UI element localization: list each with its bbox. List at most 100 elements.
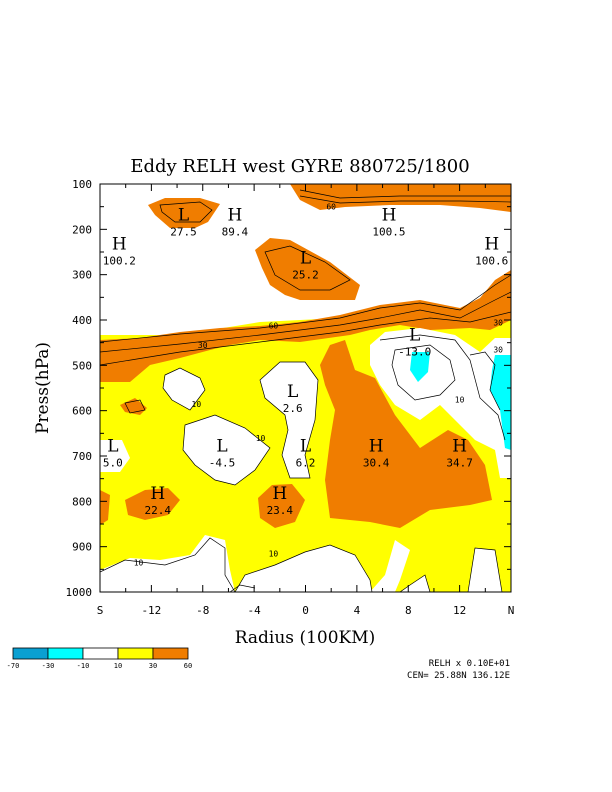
- contour-value-label: 10: [134, 559, 144, 568]
- colorbar-swatch: [47, 647, 84, 660]
- x-tick-label: 8: [405, 604, 412, 617]
- high-marker: H: [150, 484, 165, 504]
- x-tick-label: -4: [248, 604, 262, 617]
- contour-value-label: 10: [455, 395, 465, 404]
- white-region-bottom-2: [235, 545, 372, 592]
- low-marker: L: [300, 436, 311, 456]
- extremum-value: 5.0: [103, 456, 123, 469]
- cyan-region-2: [490, 355, 511, 450]
- contour-value-label: 10: [269, 549, 279, 558]
- orange-h-22: [125, 488, 180, 520]
- contour-value-label: 10: [192, 400, 202, 409]
- extremum-value: 100.5: [372, 225, 405, 238]
- colorbar-label: -10: [77, 662, 90, 670]
- orange-top-right: [290, 184, 511, 212]
- low-marker: L: [409, 325, 420, 345]
- y-tick-label: 500: [72, 359, 92, 372]
- orange-middle-right: [320, 340, 492, 528]
- high-marker: H: [382, 205, 397, 225]
- high-marker: H: [112, 235, 127, 255]
- x-tick-label: -8: [196, 604, 209, 617]
- colorbar-swatch: [82, 647, 119, 660]
- y-tick-label: 900: [72, 541, 92, 554]
- white-region-left-edge: [100, 440, 130, 472]
- white-region-left-1: [163, 368, 205, 410]
- low-marker: L: [107, 436, 118, 456]
- extremum-value: 25.2: [292, 268, 319, 281]
- colorbar-label: -70: [7, 662, 20, 670]
- contour-value-label: 30: [493, 345, 503, 354]
- x-tick-label: -12: [141, 604, 161, 617]
- plot-area: [100, 184, 511, 592]
- colorbar-label: 10: [114, 662, 122, 670]
- axis-ticks: 100 200 300 400 500 600 700 800 900 1000 S -12 -8 -4 0…: [66, 178, 515, 617]
- contour-value-label: 60: [326, 203, 336, 212]
- low-marker: L: [300, 248, 311, 268]
- colorbar-swatch: [152, 647, 189, 660]
- colorbar-swatch: [12, 647, 49, 660]
- orange-upper-lobe: [255, 238, 360, 300]
- colorbar-label: 60: [184, 662, 192, 670]
- white-region-left-2: [183, 415, 270, 485]
- extremum-value: 100.2: [103, 255, 136, 268]
- extremum-value: 30.4: [363, 456, 390, 469]
- y-tick-label: 400: [72, 314, 92, 327]
- low-marker: L: [216, 436, 227, 456]
- extremum-value: 22.4: [145, 504, 172, 517]
- extremum-value: 27.5: [170, 225, 197, 238]
- y-tick-label: 100: [72, 178, 92, 191]
- orange-h-23: [258, 484, 305, 528]
- extremum-value: 34.7: [446, 456, 473, 469]
- contour-value-label: 30: [198, 341, 208, 350]
- high-marker: H: [369, 436, 384, 456]
- info-line-1: RELH x 0.10E+01: [429, 659, 510, 669]
- high-marker: H: [484, 235, 499, 255]
- y-tick-label: 300: [72, 269, 92, 282]
- cyan-region-1: [410, 352, 430, 382]
- low-marker: L: [178, 205, 189, 225]
- contour-lines: [100, 189, 511, 592]
- contour-label-group: 10 10 10 10 10 30 30 60 60 30: [134, 203, 503, 568]
- white-region-bottom-3: [400, 575, 430, 592]
- y-tick-label: 700: [72, 450, 92, 463]
- orange-top-left: [148, 198, 220, 228]
- contour-value-label: 30: [493, 318, 503, 327]
- y-axis-label: Press(hPa): [33, 342, 53, 434]
- extremum-value: 2.6: [283, 402, 303, 415]
- high-marker: H: [272, 484, 287, 504]
- contour-value-label: 60: [269, 321, 279, 330]
- white-region-right: [370, 328, 511, 478]
- orange-left-edge: [100, 490, 110, 525]
- orange-upper-band: [100, 270, 511, 382]
- y-tick-label: 600: [72, 405, 92, 418]
- extremum-value: -4.5: [209, 456, 236, 469]
- x-axis-label: Radius (100KM): [235, 628, 376, 648]
- x-tick-label: 0: [302, 604, 309, 617]
- white-region-bottom-1: [100, 538, 235, 592]
- colorbar: -70 -30 -10 10 30 60: [7, 647, 192, 670]
- y-tick-label: 1000: [66, 586, 93, 599]
- extremum-value: 6.2: [296, 456, 316, 469]
- contour-value-label: 10: [256, 434, 266, 443]
- colorbar-label: -30: [42, 662, 55, 670]
- y-tick-label: 800: [72, 495, 92, 508]
- x-tick-label: N: [508, 604, 515, 617]
- white-region-center: [260, 362, 318, 478]
- extremum-value: 23.4: [267, 504, 294, 517]
- high-marker: H: [227, 205, 242, 225]
- y-tick-label: 200: [72, 223, 92, 236]
- colorbar-label: 30: [149, 662, 157, 670]
- high-marker: H: [452, 436, 467, 456]
- white-region-bottom-4: [468, 548, 502, 592]
- extremum-value: -13.0: [398, 345, 431, 358]
- x-tick-label: 12: [453, 604, 466, 617]
- info-line-2: CEN= 25.88N 136.12E: [407, 671, 510, 681]
- low-marker: L: [287, 382, 298, 402]
- extrema-group: L27.5H89.4H100.2H100.5H100.6L25.2L-13.0L…: [103, 205, 509, 517]
- extremum-value: 100.6: [475, 255, 508, 268]
- colorbar-swatch: [117, 647, 154, 660]
- x-tick-label: S: [97, 604, 104, 617]
- x-tick-label: 4: [354, 604, 361, 617]
- extremum-value: 89.4: [222, 225, 249, 238]
